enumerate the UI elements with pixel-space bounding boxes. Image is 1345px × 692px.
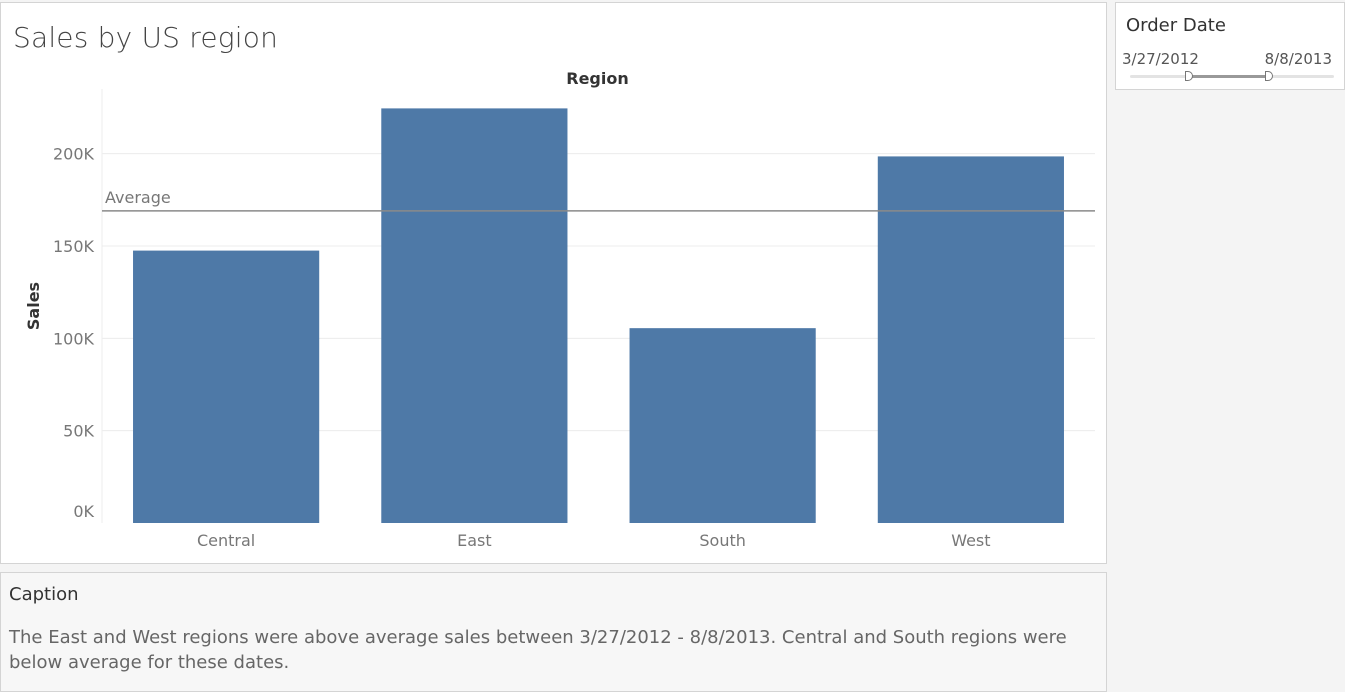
filter-title: Order Date [1126, 15, 1226, 36]
x-tick-label: West [951, 531, 990, 550]
slider-start-handle[interactable] [1185, 71, 1194, 81]
average-label: Average [105, 188, 171, 207]
y-tick-label: 100K [53, 329, 95, 348]
x-tick-label: East [457, 531, 492, 550]
y-axis-title: Sales [24, 282, 43, 330]
slider-selected-range [1189, 75, 1269, 78]
order-date-filter: Order Date 3/27/2012 8/8/2013 [1115, 2, 1345, 90]
date-range-slider[interactable] [1130, 71, 1334, 81]
x-tick-label: South [699, 531, 746, 550]
caption-title: Caption [9, 584, 79, 605]
y-tick-label: 50K [63, 422, 94, 441]
x-tick-label: Central [197, 531, 255, 550]
bar-west [877, 156, 1064, 523]
bar-chart: 0K 50K 100K 150K 200K Central East South West Ave… [24, 69, 1095, 550]
column-header-region: Region [566, 69, 629, 88]
date-start-label: 3/27/2012 [1122, 50, 1199, 68]
chart-panel: Sales by US region 0K 50K 100K 150K 200K Cent… [0, 2, 1107, 564]
caption-panel: Caption The East and West regions were a… [0, 572, 1107, 692]
y-tick-label: 0K [73, 502, 94, 521]
y-tick-label: 150K [53, 237, 95, 256]
bar-central [133, 250, 320, 523]
date-end-label: 8/8/2013 [1264, 50, 1332, 68]
bar-south [629, 328, 816, 523]
bar-east [381, 108, 568, 524]
caption-text: The East and West regions were above ave… [9, 627, 1067, 673]
slider-end-handle[interactable] [1264, 71, 1273, 81]
y-tick-label: 200K [53, 145, 95, 164]
chart-title: Sales by US region [13, 21, 279, 54]
